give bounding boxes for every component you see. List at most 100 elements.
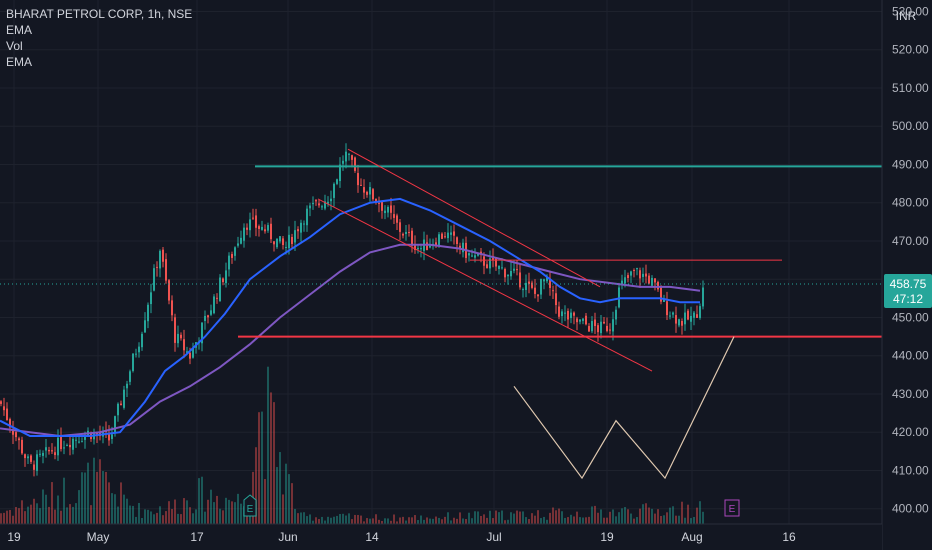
candle-body	[489, 258, 491, 269]
volume-bar	[120, 482, 122, 524]
candle-body	[582, 318, 584, 321]
candle-body	[675, 315, 677, 324]
x-tick-label: 19	[7, 530, 21, 544]
volume-bar	[210, 489, 212, 524]
candle-body	[264, 229, 266, 232]
volume-bar	[375, 514, 377, 524]
volume-bar	[177, 513, 179, 524]
volume-bar	[573, 516, 575, 524]
candle-body	[498, 265, 500, 269]
volume-bar	[462, 518, 464, 524]
volume-bar	[564, 517, 566, 524]
volume-bar	[516, 510, 518, 524]
volume-bar	[411, 517, 413, 524]
candle-body	[291, 236, 293, 244]
candle-body	[318, 203, 320, 206]
volume-bar	[453, 517, 455, 524]
candle-body	[360, 184, 362, 186]
volume-bar	[561, 511, 563, 524]
candle-body	[126, 383, 128, 389]
volume-bar	[417, 520, 419, 524]
volume-bar	[399, 517, 401, 524]
volume-bar	[84, 472, 86, 524]
volume-bar	[336, 515, 338, 524]
legend-indicator-vol[interactable]: Vol	[6, 39, 23, 53]
volume-bar	[615, 516, 617, 524]
candle-body	[447, 232, 449, 239]
earnings-marker-1[interactable]: E	[243, 494, 257, 517]
candle-body	[108, 434, 110, 441]
candle-body	[339, 164, 341, 182]
volume-bar	[78, 490, 80, 524]
volume-bar	[33, 498, 35, 524]
volume-bar	[654, 513, 656, 524]
volume-bar	[483, 514, 485, 524]
volume-bar	[42, 489, 44, 524]
candle-body	[390, 205, 392, 213]
candle-body	[78, 441, 80, 443]
volume-bar	[288, 474, 290, 524]
legend-indicator-ema-1[interactable]: EMA	[6, 23, 33, 37]
w-pattern-drawing[interactable]	[513, 336, 735, 480]
volume-bar	[282, 494, 284, 524]
volume-bar	[291, 483, 293, 524]
candle-body	[438, 234, 440, 246]
volume-bar	[186, 500, 188, 524]
candle-body	[54, 452, 56, 456]
volume-bar	[312, 520, 314, 524]
volume-bar	[468, 512, 470, 524]
earnings-marker-2[interactable]: E	[724, 499, 740, 517]
candle-body	[33, 464, 35, 470]
candle-body	[597, 325, 599, 333]
candle-body	[297, 229, 299, 232]
volume-bar	[660, 516, 662, 524]
candle-body	[435, 242, 437, 246]
candle-body	[273, 241, 275, 245]
volume-bar	[309, 514, 311, 524]
x-tick-label: 14	[365, 530, 379, 544]
candle-body	[357, 173, 359, 186]
volume-bar	[66, 507, 68, 524]
volume-bar	[30, 504, 32, 524]
volume-bar	[195, 509, 197, 524]
earnings-marker-2-label: E	[729, 504, 736, 515]
candle-body	[540, 279, 542, 295]
channel-lower-line[interactable]	[317, 198, 653, 372]
candle-body	[651, 277, 653, 286]
volume-bar	[423, 519, 425, 524]
candle-body	[324, 201, 326, 209]
y-tick-label: 480.00	[892, 196, 929, 210]
candle-body	[609, 329, 611, 331]
volume-bar	[693, 516, 695, 524]
candle-body	[519, 272, 521, 288]
volume-bar	[354, 514, 356, 524]
candle-body	[240, 237, 242, 244]
channel-upper-line[interactable]	[347, 148, 601, 288]
candle-body	[162, 249, 164, 262]
volume-bar	[48, 506, 50, 524]
volume-bar	[150, 511, 152, 524]
volume-bar	[576, 511, 578, 524]
candle-body	[75, 439, 77, 441]
volume-bar	[171, 509, 173, 524]
candle-body	[627, 275, 629, 279]
volume-bar	[111, 493, 113, 524]
candle-body	[621, 280, 623, 285]
volume-bar	[306, 516, 308, 524]
candle-body	[516, 269, 518, 271]
candle-body	[117, 403, 119, 416]
volume-bar	[588, 516, 590, 524]
volume-bar	[486, 517, 488, 524]
legend-symbol[interactable]: BHARAT PETROL CORP, 1h, NSE	[6, 7, 193, 21]
volume-bar	[330, 517, 332, 524]
x-tick-label: Jun	[278, 530, 297, 544]
legend-indicator-ema-2[interactable]: EMA	[6, 55, 33, 69]
candle-body	[429, 245, 431, 248]
volume-bar	[372, 518, 374, 524]
volume-bar	[135, 516, 137, 524]
volume-bar	[513, 513, 515, 524]
time-axis-background[interactable]	[0, 524, 882, 550]
volume-bar	[180, 514, 182, 524]
volume-bar	[687, 504, 689, 524]
